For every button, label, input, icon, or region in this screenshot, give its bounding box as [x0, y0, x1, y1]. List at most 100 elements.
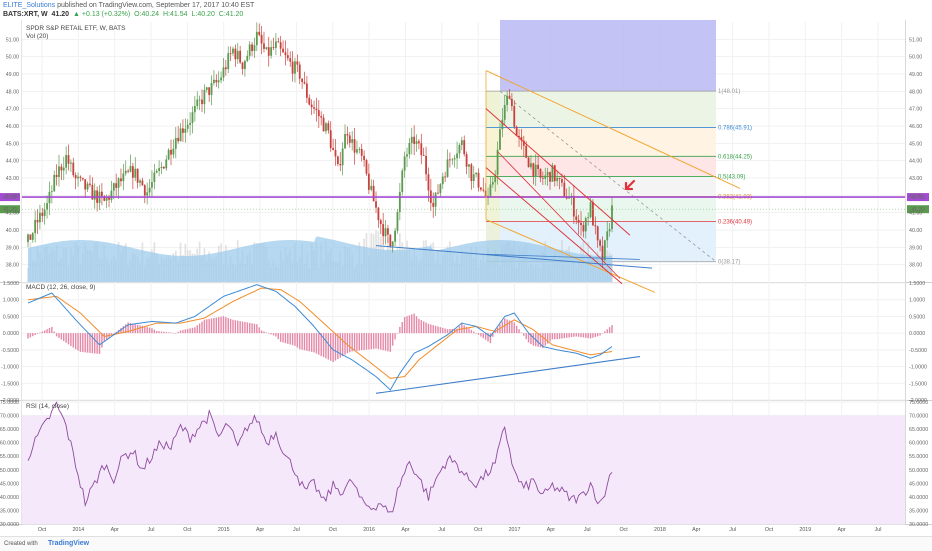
macd-histogram-bar	[196, 325, 198, 334]
candle-body	[74, 175, 77, 179]
candle-body	[575, 216, 578, 220]
macd-histogram-bar	[554, 333, 556, 340]
macd-histogram-bar	[439, 327, 442, 334]
author-link[interactable]: ELITE_Solutions	[3, 2, 56, 9]
fib-zone	[486, 176, 716, 197]
macd-histogram-bar	[234, 320, 237, 334]
candle-body	[584, 218, 587, 232]
macd-histogram-bar	[577, 333, 580, 337]
macd-histogram-bar	[82, 333, 84, 353]
candle-body	[603, 240, 606, 260]
candle-body	[239, 50, 242, 63]
candle-body	[556, 177, 559, 182]
candle-body	[351, 139, 354, 143]
rsi-title: RSI (14, close)	[26, 403, 69, 410]
macd-histogram-bar	[403, 317, 406, 334]
macd-histogram-bar	[582, 333, 585, 338]
candle-body	[572, 195, 575, 217]
macd-histogram-bar	[167, 332, 170, 334]
candle-body	[289, 58, 292, 62]
fib-level-label: 1(48.01)	[718, 89, 740, 95]
candle-body	[501, 119, 504, 130]
chart-canvas[interactable]: 1(48.01) 0.786(45.91) 0.618(44.25) 0.5(43.0…	[0, 0, 932, 536]
x-tick-label: 2014	[72, 527, 84, 533]
candle-body	[408, 143, 411, 155]
y-tick-label-right: 38.00	[909, 263, 922, 269]
fib-extension-zone	[500, 20, 716, 92]
candle-body	[387, 228, 389, 235]
macd-histogram-bar	[608, 327, 611, 334]
candle-body	[136, 168, 139, 183]
macd-histogram-bar	[94, 333, 96, 354]
candle-body	[191, 112, 194, 123]
macd-histogram-bar	[353, 333, 356, 352]
macd-tick-right: -2.0000	[909, 398, 927, 404]
candle-body	[46, 203, 48, 210]
macd-tick-left: -0.5000	[1, 348, 19, 354]
candle-body	[53, 174, 56, 192]
macd-histogram-bar	[573, 333, 575, 337]
rsi-tick-right: 30.0000	[909, 522, 928, 528]
drawings[interactable]: 41.90 41.90 41.20 41.20	[0, 70, 929, 293]
macd-histogram-bar	[67, 333, 70, 345]
candle-body	[458, 145, 461, 154]
macd-tick-right: -1.5000	[909, 381, 927, 387]
candle-body	[186, 124, 189, 129]
macd-histogram-bar	[473, 331, 475, 334]
macd-histogram-bar	[272, 333, 275, 336]
candle-body	[100, 191, 103, 197]
macd-tick-left: -2.0000	[1, 398, 19, 404]
candle-body	[460, 140, 463, 146]
macd-histogram-bar	[468, 328, 470, 334]
x-tick-label: Jul	[875, 527, 882, 533]
macd-histogram-bar	[365, 333, 368, 350]
macd-histogram-bar	[372, 333, 375, 349]
macd-histogram-bar	[291, 333, 294, 346]
main-title: SPDR S&P RETAIL ETF, W, BATS	[26, 25, 126, 32]
candle-body	[177, 137, 180, 142]
candle-body	[84, 179, 87, 190]
macd-histogram-bar	[70, 333, 72, 346]
rsi-tick-right: 50.0000	[909, 468, 928, 474]
macd-histogram-bar	[518, 329, 520, 334]
rsi-tick-left: 60.0000	[0, 441, 19, 447]
macd-histogram-bar	[523, 333, 525, 336]
candle-body	[43, 209, 46, 216]
macd-tick-right: -1.0000	[909, 365, 927, 371]
candle-body	[553, 165, 556, 182]
y-tick-label-left: 51.00	[6, 37, 19, 43]
macd-histogram-bar	[191, 327, 194, 334]
candle-body	[294, 61, 296, 74]
axes: Oct 2014 Apr Jul Oct 2015 Apr Jul Oct 2016 Apr Jul O…	[0, 37, 928, 533]
candle-body	[179, 128, 182, 142]
fibonacci-retracement[interactable]: 1(48.01) 0.786(45.91) 0.618(44.25) 0.5(43.0…	[486, 20, 752, 266]
macd-histogram-bar	[77, 333, 79, 351]
macd-histogram-bar	[270, 333, 272, 335]
macd-histogram-bar	[384, 333, 387, 351]
fib-zone	[486, 127, 716, 157]
y-tick-label-left: 43.00	[6, 176, 19, 182]
macd-histogram-bar	[363, 333, 365, 350]
candle-body	[267, 47, 270, 56]
candle-body	[112, 183, 115, 191]
candle-body	[317, 110, 320, 117]
candle-body	[224, 67, 227, 70]
candle-body	[463, 140, 466, 155]
macd-histogram-bar	[437, 326, 439, 334]
macd-histogram-bar	[63, 333, 65, 342]
support-trendline	[375, 245, 653, 269]
macd-histogram-bar	[399, 326, 401, 334]
created-with: Created with	[4, 541, 38, 547]
tradingview-logo[interactable]: TradingView	[48, 540, 90, 547]
candle-body	[253, 45, 256, 52]
macd-histogram-bar	[575, 333, 577, 337]
volume-title: Vol (20)	[26, 33, 48, 40]
y-tick-label-left: 40.00	[6, 228, 19, 234]
candle-body	[441, 176, 444, 185]
y-tick-label-right: 46.00	[909, 124, 922, 130]
macd-histogram-bar	[58, 333, 60, 338]
price-change: ▲ +0.13 (+0.32%)	[73, 11, 131, 18]
candle-body	[217, 80, 220, 83]
macd-histogram-bar	[294, 333, 296, 346]
x-tick-label: Oct	[329, 527, 338, 533]
